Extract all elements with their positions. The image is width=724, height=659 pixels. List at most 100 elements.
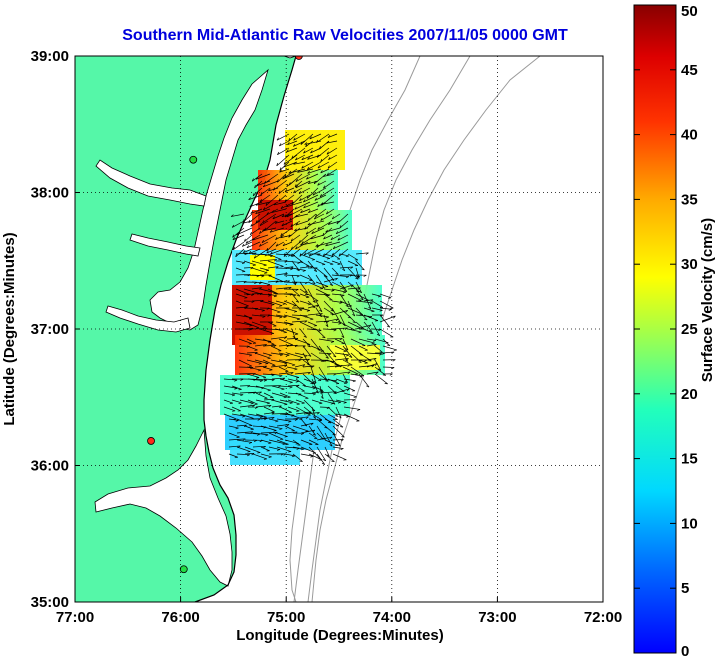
velocity-vector-head	[312, 433, 316, 436]
velocity-vector	[270, 359, 288, 364]
velocity-vector-head	[279, 428, 283, 430]
velocity-vector	[260, 446, 270, 452]
velocity-vector	[306, 187, 319, 199]
velocity-vector	[310, 338, 321, 351]
velocity-vector	[339, 253, 349, 257]
velocity-vector-head	[263, 264, 267, 267]
velocity-vector	[251, 292, 263, 295]
velocity-vector	[263, 412, 275, 415]
velocity-vector	[238, 352, 253, 356]
velocity-vector-head	[280, 205, 283, 209]
velocity-vector	[286, 208, 303, 218]
velocity-vector-head	[365, 252, 369, 255]
velocity-vector-head	[306, 363, 310, 366]
velocity-vector	[301, 154, 314, 161]
velocity-vector-head	[346, 388, 350, 392]
velocity-vector	[260, 453, 272, 458]
velocity-vector	[243, 252, 257, 255]
velocity-vector	[307, 161, 322, 170]
velocity-vector	[333, 241, 349, 250]
velocity-vector	[278, 194, 287, 202]
velocity-vector	[235, 274, 251, 276]
velocity-vector	[358, 345, 368, 351]
velocity-vector-head	[386, 344, 390, 347]
velocity-vector-head	[255, 176, 259, 180]
velocity-vector	[267, 280, 279, 283]
velocity-vector-head	[315, 244, 319, 247]
velocity-vector	[335, 378, 348, 384]
velocity-vector-head	[279, 375, 283, 378]
velocity-vector-head	[317, 203, 320, 207]
velocity-vector-head	[345, 310, 348, 313]
x-tick-label: 77:00	[56, 609, 94, 626]
velocity-vector	[307, 154, 322, 160]
velocity-vector-head	[307, 156, 310, 160]
velocity-vector	[355, 281, 362, 293]
velocity-vector	[235, 260, 246, 264]
velocity-vector	[274, 220, 285, 224]
velocity-vector	[307, 293, 319, 302]
velocity-vector	[291, 267, 306, 271]
radar-site-marker	[147, 437, 155, 445]
velocity-vector	[289, 213, 301, 221]
velocity-vector-head	[240, 378, 244, 381]
velocity-vector	[300, 453, 314, 457]
velocity-vector	[243, 248, 253, 254]
x-axis-ticks: 77:00 76:00 75:00 74:00 73:00 72:00	[56, 597, 622, 626]
velocity-vector	[323, 274, 334, 286]
velocity-vector	[339, 321, 355, 331]
velocity-vector-head	[371, 365, 375, 368]
potomac-river	[95, 159, 207, 207]
velocity-vector	[288, 133, 298, 142]
velocity-vector-head	[271, 379, 275, 382]
velocity-vector	[303, 194, 319, 203]
velocity-vector-head	[339, 338, 343, 341]
velocity-vector-head	[252, 192, 255, 197]
velocity-vector	[249, 201, 263, 208]
bathymetry-contour-4	[289, 469, 301, 602]
velocity-vector	[270, 345, 282, 352]
velocity-vector-head	[314, 267, 318, 270]
velocity-vector	[223, 392, 236, 396]
velocity-vector-head	[347, 371, 351, 375]
velocity-vector-head	[283, 396, 287, 399]
velocity-vector-head	[318, 329, 322, 332]
velocity-vector	[282, 241, 293, 247]
velocity-vector-head	[296, 269, 300, 272]
velocity-vector-head	[391, 351, 395, 354]
velocity-vector-head	[388, 297, 392, 299]
velocity-vector-head	[364, 318, 368, 321]
velocity-vector	[303, 392, 316, 395]
velocity-vector	[300, 208, 311, 214]
velocity-vector	[280, 227, 293, 237]
velocity-vector-head	[291, 155, 294, 159]
velocity-vector-head	[256, 377, 260, 379]
velocity-vector-head	[270, 333, 274, 335]
velocity-vector-head	[352, 313, 356, 317]
velocity-vector	[308, 213, 317, 222]
velocity-vector-head	[313, 416, 316, 419]
velocity-vector-head	[326, 172, 329, 176]
velocity-vector	[232, 220, 245, 228]
velocity-vector	[325, 241, 341, 247]
velocity-vector	[310, 234, 325, 240]
velocity-vector-head	[268, 354, 272, 357]
velocity-vector-head	[279, 169, 282, 173]
velocity-vector	[342, 359, 353, 366]
velocity-vector	[318, 359, 335, 362]
velocity-vector-head	[235, 427, 239, 430]
velocity-vector-head	[328, 156, 331, 160]
velocity-vector	[315, 241, 333, 247]
velocity-vector	[287, 140, 298, 146]
velocity-vector	[339, 260, 346, 272]
velocity-vector	[308, 439, 319, 445]
velocity-vector	[272, 213, 285, 220]
velocity-vector-head	[251, 301, 255, 303]
velocity-vector-head	[322, 336, 326, 339]
velocity-vector	[355, 314, 373, 317]
velocity-vector	[282, 173, 295, 180]
velocity-vector	[379, 300, 394, 309]
velocity-vector	[271, 377, 285, 380]
velocity-vector	[318, 352, 332, 355]
velocity-vector	[332, 248, 341, 256]
